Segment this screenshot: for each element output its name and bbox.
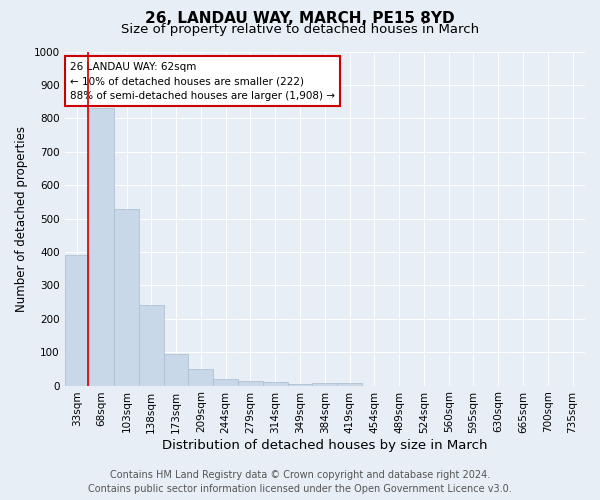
Bar bbox=[89, 108, 114, 386]
Bar bbox=[188, 369, 213, 386]
Text: 26 LANDAU WAY: 62sqm
← 10% of detached houses are smaller (222)
88% of semi-deta: 26 LANDAU WAY: 62sqm ← 10% of detached h… bbox=[70, 62, 335, 101]
Bar bbox=[313, 383, 337, 386]
Bar bbox=[263, 382, 287, 386]
Y-axis label: Number of detached properties: Number of detached properties bbox=[15, 126, 28, 312]
Bar bbox=[287, 384, 313, 386]
Bar bbox=[238, 381, 263, 386]
Bar bbox=[213, 379, 238, 386]
Bar bbox=[139, 306, 164, 386]
Text: 26, LANDAU WAY, MARCH, PE15 8YD: 26, LANDAU WAY, MARCH, PE15 8YD bbox=[145, 11, 455, 26]
Bar bbox=[164, 354, 188, 386]
Text: Size of property relative to detached houses in March: Size of property relative to detached ho… bbox=[121, 22, 479, 36]
X-axis label: Distribution of detached houses by size in March: Distribution of detached houses by size … bbox=[162, 440, 488, 452]
Bar bbox=[114, 208, 139, 386]
Bar bbox=[65, 256, 89, 386]
Bar bbox=[337, 383, 362, 386]
Text: Contains HM Land Registry data © Crown copyright and database right 2024.
Contai: Contains HM Land Registry data © Crown c… bbox=[88, 470, 512, 494]
